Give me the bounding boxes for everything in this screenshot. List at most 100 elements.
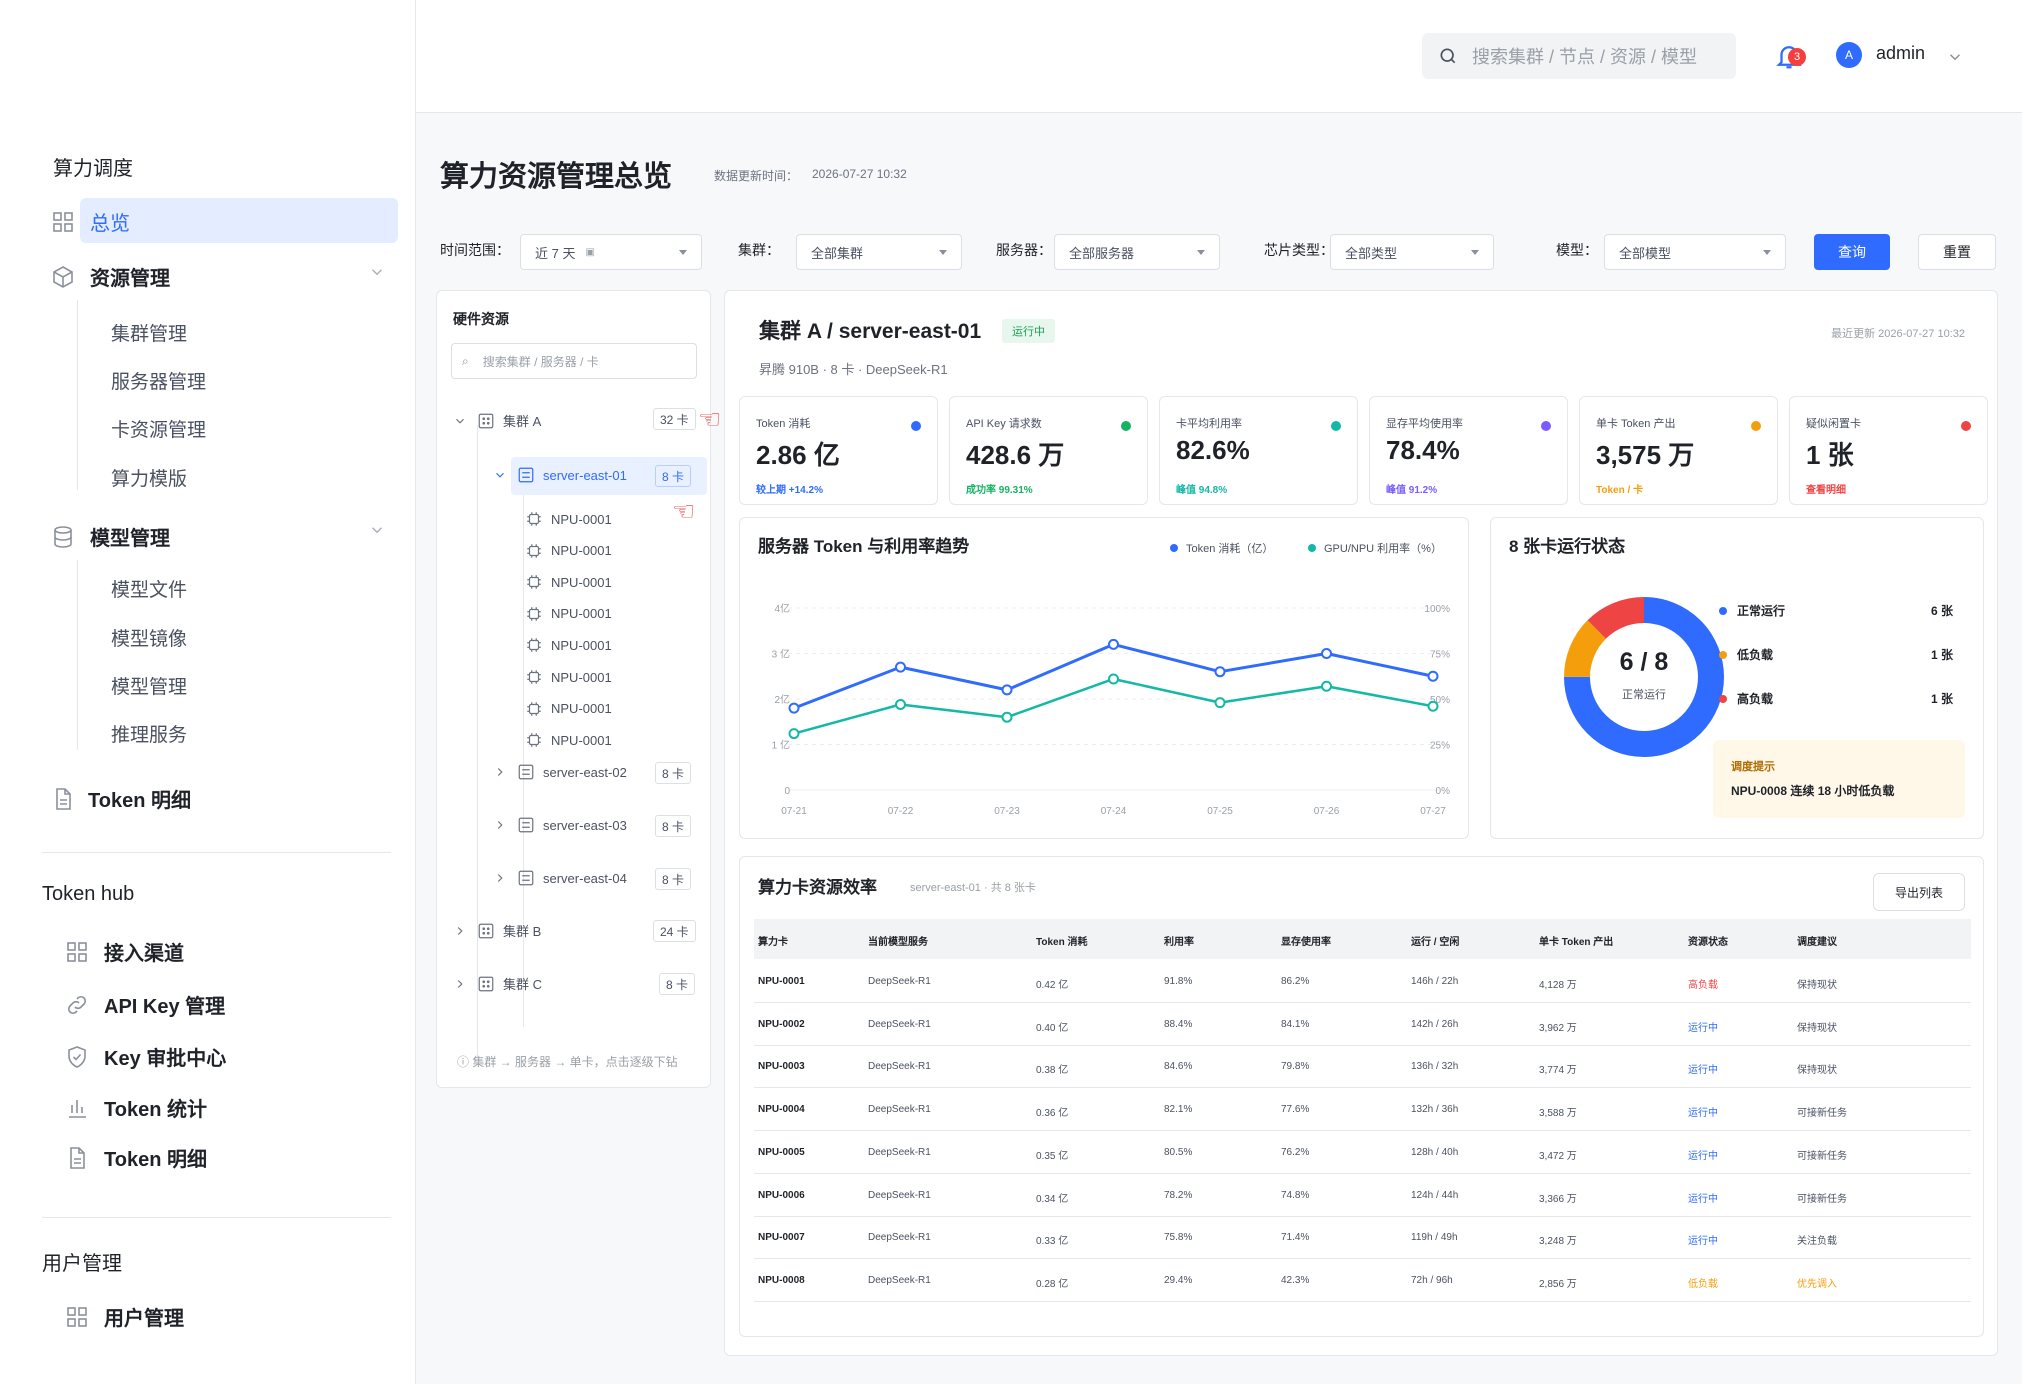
- tree-node-npu[interactable]: NPU-0001: [525, 542, 612, 560]
- tip-body: NPU-0008 连续 18 小时低负载: [1731, 784, 1895, 798]
- series-point: [895, 661, 906, 673]
- chevron-right-icon[interactable]: [493, 765, 507, 779]
- sidebar-item-template[interactable]: 算力模版: [111, 469, 188, 490]
- sidebar-group-title: 算力调度: [53, 158, 133, 180]
- table-cell: 119h / 49h: [1411, 1232, 1458, 1244]
- filter-chip-select[interactable]: 全部类型: [1330, 234, 1494, 270]
- bar-chart-icon: [64, 1095, 90, 1121]
- tree-node-label: 集群 A: [503, 414, 542, 429]
- filter-server-select[interactable]: 全部服务器: [1054, 234, 1220, 270]
- sidebar-item-apikey[interactable]: API Key 管理: [64, 990, 225, 1019]
- trend-chart-svg: 0 1 亿 2亿 3 亿 4亿 0% 25% 50% 75% 100% 07-21 07-22 07-2…: [772, 602, 1450, 817]
- caret-down-icon: [939, 250, 947, 255]
- table-row[interactable]: NPU-0003 DeepSeek-R1 0.38 亿 84.6% 79.8% 136h …: [754, 1046, 1971, 1089]
- tree-node-npu[interactable]: NPU-0001: [525, 605, 612, 623]
- tree-node-npu[interactable]: NPU-0001: [525, 668, 612, 686]
- tree-node-npu[interactable]: NPU-0001: [525, 510, 612, 528]
- sidebar-item-resource[interactable]: 资源管理: [50, 262, 170, 291]
- donut-legend-count: 6 张: [1930, 604, 1953, 618]
- card-count-badge: 8 卡: [659, 973, 696, 995]
- filter-cluster-select[interactable]: 全部集群: [796, 234, 962, 270]
- kpi-note[interactable]: 查看明细: [1806, 485, 1846, 496]
- card-count-badge: 8 卡: [655, 815, 692, 837]
- sidebar-item-card-mgmt[interactable]: 卡资源管理: [111, 420, 207, 441]
- sidebar-item-channels[interactable]: 接入渠道: [64, 937, 184, 966]
- chevron-right-icon[interactable]: [493, 818, 507, 832]
- table-cell: 132h / 36h: [1411, 1104, 1459, 1116]
- kpi-dot: [911, 421, 921, 431]
- username[interactable]: admin: [1876, 43, 1926, 63]
- sidebar-item-token-detail[interactable]: Token 明细: [50, 784, 191, 813]
- sidebar: 算力调度 总览 资源管理 集群管理 服务器管理 卡资源管理 算力模版 模型管理 …: [0, 0, 416, 1384]
- chevron-right-icon[interactable]: [453, 924, 467, 938]
- tree-node-npu[interactable]: NPU-0001: [525, 731, 612, 749]
- tree-node-label: NPU-0001: [551, 669, 612, 685]
- filter-model-select[interactable]: 全部模型: [1604, 234, 1786, 270]
- cluster-icon: [478, 413, 494, 428]
- update-time-label: 数据更新时间：: [714, 169, 799, 183]
- user-section-title: 用户管理: [42, 1253, 122, 1275]
- sidebar-item-cluster-mgmt[interactable]: 集群管理: [111, 324, 188, 345]
- sidebar-item-model-mgmt[interactable]: 模型管理: [111, 677, 188, 698]
- table-row[interactable]: NPU-0006 DeepSeek-R1 0.34 亿 78.2% 74.8% 124h …: [754, 1175, 1971, 1217]
- tree-node-server-east-04[interactable]: server-east-04: [493, 869, 627, 887]
- table-row[interactable]: NPU-0007 DeepSeek-R1 0.33 亿 75.8% 71.4% 119h …: [754, 1217, 1971, 1260]
- tree-node-cluster-b[interactable]: 集群 B: [453, 921, 541, 940]
- query-button[interactable]: 查询: [1814, 234, 1890, 270]
- table-row[interactable]: NPU-0005 DeepSeek-R1 0.35 亿 80.5% 76.2% 128h …: [754, 1132, 1971, 1174]
- sidebar-item-model-files[interactable]: 模型文件: [111, 580, 188, 601]
- chevron-down-icon[interactable]: [493, 468, 507, 482]
- tree-node-npu[interactable]: NPU-0001: [525, 573, 612, 591]
- reset-button[interactable]: 重置: [1918, 234, 1996, 270]
- filter-server-label: 服务器：: [996, 242, 1052, 258]
- sidebar-item-model-images[interactable]: 模型镜像: [111, 629, 188, 650]
- table-cell: 0.40 亿: [1036, 1022, 1069, 1034]
- table-row[interactable]: NPU-0008 DeepSeek-R1 0.28 亿 29.4% 42.3% 72h /…: [754, 1260, 1971, 1302]
- chevron-right-icon[interactable]: [453, 977, 467, 991]
- filter-cluster-label: 集群：: [738, 242, 780, 258]
- sidebar-item-token-stats[interactable]: Token 统计: [64, 1093, 207, 1122]
- sidebar-item-token-detail-2[interactable]: Token 明细: [64, 1143, 207, 1172]
- chevron-down-icon[interactable]: [453, 414, 467, 428]
- kpi-dot: [1751, 421, 1761, 431]
- chevron-up-icon[interactable]: [368, 263, 386, 281]
- tree-node-npu[interactable]: NPU-0001: [525, 700, 612, 718]
- tree-node-server-east-03[interactable]: server-east-03: [493, 816, 627, 834]
- caret-down-icon: [1763, 250, 1771, 255]
- donut-legend-label: 正常运行: [1737, 604, 1786, 618]
- tree-search-input[interactable]: ⌕ 搜索集群 / 服务器 / 卡: [451, 343, 697, 379]
- export-button[interactable]: 导出列表: [1873, 873, 1965, 911]
- avatar[interactable]: A: [1836, 42, 1862, 68]
- tree-node-server-east-01[interactable]: server-east-01: [493, 466, 627, 484]
- tree-node-npu[interactable]: NPU-0001: [525, 636, 612, 654]
- x-tick-label: 07-21: [781, 806, 807, 817]
- sidebar-item-inference[interactable]: 推理服务: [111, 725, 188, 746]
- detail-title: 集群 A / server-east-01: [759, 320, 982, 343]
- table-cell: 79.8%: [1281, 1061, 1310, 1073]
- filter-time-select[interactable]: 近 7 天 ▣: [520, 234, 702, 270]
- cube-icon: [50, 264, 76, 290]
- cluster-icon: [478, 976, 494, 991]
- tree-guide-line: [523, 487, 524, 1027]
- tree-node-server-east-02[interactable]: server-east-02: [493, 763, 627, 781]
- tree-node-cluster-c[interactable]: 集群 C: [453, 974, 542, 993]
- sidebar-item-users[interactable]: 用户管理: [64, 1302, 184, 1331]
- sidebar-item-server-mgmt[interactable]: 服务器管理: [111, 372, 207, 393]
- tree-node-cluster-a[interactable]: 集群 A: [453, 411, 541, 430]
- caret-down-icon: [1197, 250, 1205, 255]
- sidebar-item-model[interactable]: 模型管理: [50, 522, 170, 551]
- chevron-right-icon[interactable]: [493, 871, 507, 885]
- sidebar-item-overview[interactable]: 总览: [50, 207, 130, 236]
- kpi-card[interactable]: 疑似闲置卡 1 张查看明细: [1789, 396, 1988, 505]
- table-cell: 124h / 44h: [1411, 1189, 1459, 1201]
- table-row[interactable]: NPU-0001 DeepSeek-R1 0.42 亿 91.8% 86.2% 146h …: [754, 961, 1971, 1003]
- tip-title: 调度提示: [1731, 761, 1775, 773]
- table-row[interactable]: NPU-0002 DeepSeek-R1 0.40 亿 88.4% 84.1% 142h …: [754, 1004, 1971, 1046]
- document-icon: [64, 1145, 90, 1171]
- chevron-up-icon[interactable]: [368, 521, 386, 539]
- sidebar-item-key-approval[interactable]: Key 审批中心: [64, 1042, 226, 1071]
- global-search-input[interactable]: 搜索集群 / 节点 / 资源 / 模型: [1422, 33, 1736, 79]
- table-cell: 91.8%: [1164, 976, 1193, 987]
- table-row[interactable]: NPU-0004 DeepSeek-R1 0.36 亿 82.1% 77.6% 132h …: [754, 1089, 1971, 1132]
- chevron-down-icon[interactable]: [1946, 48, 1964, 66]
